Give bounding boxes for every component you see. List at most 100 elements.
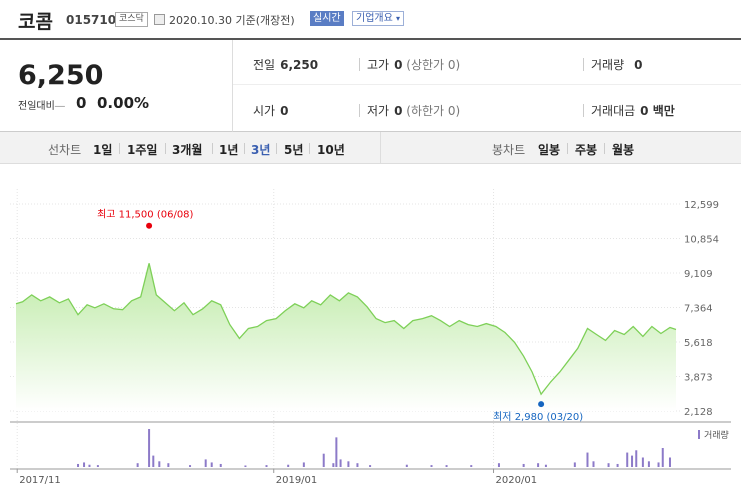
stat-amount-label: 거래대금 (591, 104, 636, 118)
volume-bar (83, 462, 86, 467)
y-tick-label: 12,599 (684, 200, 719, 211)
change-label-text: 전일대비 (18, 101, 55, 112)
volume-bar (339, 459, 342, 467)
volume-bar (77, 463, 80, 467)
volume-bar (148, 429, 151, 467)
stat-volume-label: 거래량 (591, 58, 625, 72)
stats-panel: 전일 6,250 고가 0 (상한가 0) 거래량 0 시가 0 저가 0 (하한가 0)… (232, 40, 741, 132)
change-label: 전일대비― (18, 97, 65, 112)
volume-bar (607, 463, 610, 467)
volume-bar (641, 457, 644, 467)
volume-bar (244, 465, 247, 467)
as-of-date: 2020.10.30 기준(개장전) (169, 14, 295, 27)
volume-bar (586, 452, 589, 467)
period-1y[interactable]: 1년 (219, 143, 239, 157)
volume-bar (369, 465, 372, 467)
stat-separator (359, 58, 360, 71)
line-chart-label: 선차트 (48, 143, 82, 157)
volume-bar (626, 452, 629, 467)
volume-bar (631, 455, 634, 467)
stat-amount-value: 0 백만 (640, 104, 675, 118)
stat-high-limit: (상한가 0) (406, 58, 461, 72)
period-10y[interactable]: 10년 (317, 143, 345, 157)
stat-separator (359, 104, 360, 117)
candle-daily[interactable]: 일봉 (538, 143, 561, 157)
volume-bar (430, 465, 433, 467)
market-badge: 코스닥 (115, 12, 148, 27)
stat-separator (583, 58, 584, 71)
candle-monthly[interactable]: 월봉 (612, 143, 635, 157)
volume-bar (189, 465, 192, 467)
y-tick-label: 2,128 (684, 407, 713, 418)
y-tick-label: 3,873 (684, 373, 713, 384)
period-separator (119, 143, 120, 154)
volume-bar (592, 461, 595, 467)
period-bar: 선차트 1일 1주일 3개월 1년 3년 5년 10년 봉차트 일봉 주봉 월봉 (0, 132, 741, 164)
stat-high: 고가 0 (상한가 0) (367, 56, 460, 73)
volume-bar (657, 462, 660, 467)
volume-bar (537, 463, 540, 467)
period-separator (309, 143, 310, 154)
low-marker (538, 401, 545, 408)
stat-prev-value: 6,250 (280, 58, 319, 72)
candle-chart-label: 봉차트 (492, 143, 526, 157)
stat-open: 시가 0 (253, 102, 288, 119)
volume-bar (335, 437, 338, 467)
high-marker (146, 222, 153, 229)
stat-low: 저가 0 (하한가 0) (367, 102, 460, 119)
volume-bar (356, 463, 359, 467)
stat-high-value: 0 (394, 58, 403, 72)
stock-code: 015710 (66, 13, 117, 27)
y-tick-label: 9,109 (684, 269, 713, 280)
change-sign: ― (54, 101, 65, 112)
price-chart: 12,599 10,854 9,109 7,364 5,618 3,873 2,128 최고… (10, 189, 731, 486)
volume-legend-swatch (698, 430, 700, 439)
volume-bar (322, 453, 325, 467)
y-tick-label: 10,854 (684, 235, 719, 246)
company-info-label: 기업개요 (356, 13, 393, 24)
y-tick-label: 7,364 (684, 304, 713, 315)
change-percent: 0.00% (97, 94, 150, 112)
stat-low-label: 저가 (367, 104, 390, 118)
volume-bar (287, 464, 290, 467)
period-separator (604, 143, 605, 154)
stat-low-value: 0 (394, 104, 403, 118)
stat-separator (583, 104, 584, 117)
volume-bar (616, 463, 619, 467)
period-3y[interactable]: 3년 (251, 143, 271, 157)
period-separator (244, 143, 245, 154)
period-separator (567, 143, 568, 154)
volume-bar (265, 465, 268, 467)
stock-header: 코콤 015710 코스닥 2020.10.30 기준(개장전) 실시간 기업개… (0, 0, 741, 40)
stat-low-limit: (하한가 0) (406, 104, 461, 118)
realtime-button[interactable]: 실시간 (310, 11, 344, 26)
stat-volume: 거래량 0 (591, 56, 642, 73)
stat-volume-value: 0 (634, 58, 643, 72)
chevron-down-icon: ▾ (396, 14, 401, 23)
stat-open-value: 0 (280, 104, 289, 118)
company-info-button[interactable]: 기업개요 ▾ (352, 11, 405, 26)
x-tick-label: 2017/11 (19, 475, 61, 486)
candle-weekly[interactable]: 주봉 (575, 143, 598, 157)
period-5y[interactable]: 5년 (284, 143, 304, 157)
price-panel: 6,250 전일대비― 0 0.00% (0, 40, 232, 132)
volume-bar (647, 461, 650, 467)
stats-divider (233, 84, 741, 85)
volume-legend-label: 거래량 (704, 429, 729, 441)
low-label: 최저 2,980 (03/20) (493, 411, 583, 423)
volume-bar (635, 450, 638, 467)
period-3m[interactable]: 3개월 (172, 143, 203, 157)
volume-bar (573, 462, 576, 467)
period-1d[interactable]: 1일 (93, 143, 113, 157)
volume-bar (497, 463, 500, 467)
change-value: 0 (76, 94, 87, 112)
period-separator (276, 143, 277, 154)
volume-bar (522, 463, 525, 467)
volume-bar (302, 462, 305, 467)
volume-bar (204, 459, 207, 467)
stat-open-label: 시가 (253, 104, 276, 118)
period-1w[interactable]: 1주일 (127, 143, 158, 157)
x-tick-label: 2019/01 (276, 475, 318, 486)
high-label: 최고 11,500 (06/08) (97, 209, 193, 221)
